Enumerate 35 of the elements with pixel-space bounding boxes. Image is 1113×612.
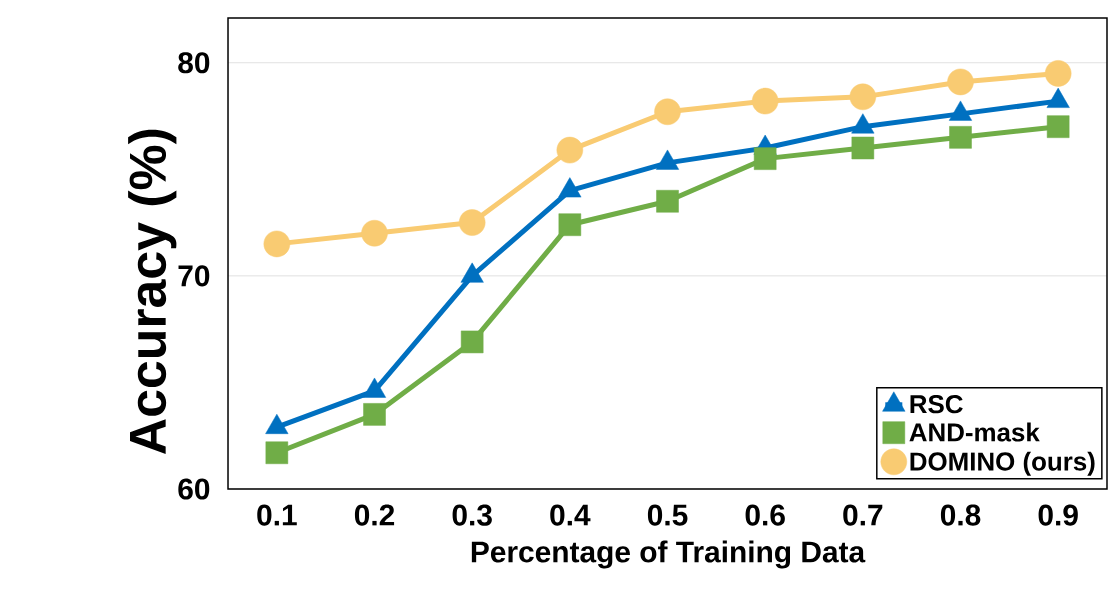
x-tick-label: 0.3 [452,504,492,526]
point [363,403,386,426]
point [1046,115,1070,138]
y-tick-label: 70 [178,265,210,287]
point [849,83,877,111]
x-tick-label: 0.1 [257,504,297,526]
point [263,230,291,258]
point [558,213,582,236]
legend-label: RSC [910,394,963,414]
point [458,209,486,236]
point [947,68,974,96]
point [656,190,679,213]
point [949,126,972,149]
point [265,441,289,464]
point [851,136,875,160]
point [556,136,584,164]
legend-label: AND-mask [909,422,1040,442]
x-tick-label: 0.2 [354,504,395,526]
point [654,98,681,126]
x-tick-label: 0.7 [843,504,883,526]
point [361,219,388,247]
point [1044,60,1072,87]
y-tick-label: 80 [178,52,210,74]
point [753,147,777,170]
y-axis-title: Accuracy (%) [128,129,177,454]
x-tick-label: 0.8 [940,504,981,526]
x-tick-label: 0.5 [647,504,688,526]
x-tick-label: 0.9 [1038,504,1078,526]
point [460,330,484,354]
x-tick-label: 0.4 [550,504,591,526]
legend-label: DOMINO (ours) [910,451,1095,476]
point [751,87,779,115]
y-tick-label: 60 [178,478,210,500]
x-axis-title: Percentage of Training Data [471,540,866,569]
x-tick-label: 0.6 [745,504,785,526]
